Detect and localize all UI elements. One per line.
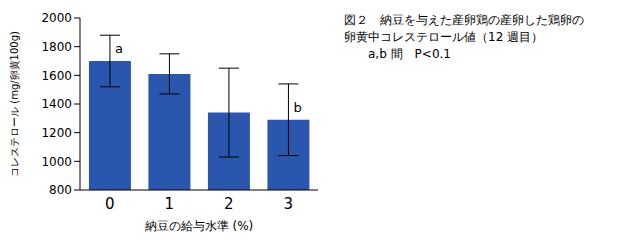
svg-text:1000: 1000 [41, 155, 72, 169]
svg-text:1: 1 [164, 195, 174, 213]
svg-text:コレステロール (mg/卵黄100g): コレステロール (mg/卵黄100g) [9, 31, 20, 177]
svg-text:1600: 1600 [41, 69, 72, 83]
svg-text:0: 0 [105, 195, 115, 213]
svg-text:納豆の給与水準 (%): 納豆の給与水準 (%) [145, 219, 254, 232]
svg-text:1400: 1400 [41, 97, 72, 111]
html-text:図２ 納豆を与えた産卵鶏の産卵した鶏卵の卵黄中コレステロール: 図２ 納豆を与えた産卵鶏の産卵した鶏卵の卵黄中コレステロール値（12 週目） [344, 13, 584, 44]
svg-text:3: 3 [283, 195, 293, 213]
svg-text:1800: 1800 [41, 40, 72, 54]
html-text:a,b 間 P<0.1: a,b 間 P<0.1 [368, 47, 451, 61]
svg-text:2: 2 [224, 195, 234, 213]
svg-text:b: b [293, 100, 301, 115]
svg-text:2000: 2000 [41, 11, 72, 25]
svg-text:1200: 1200 [41, 126, 72, 140]
svg-text:a: a [115, 41, 123, 56]
svg-text:800: 800 [49, 183, 72, 197]
